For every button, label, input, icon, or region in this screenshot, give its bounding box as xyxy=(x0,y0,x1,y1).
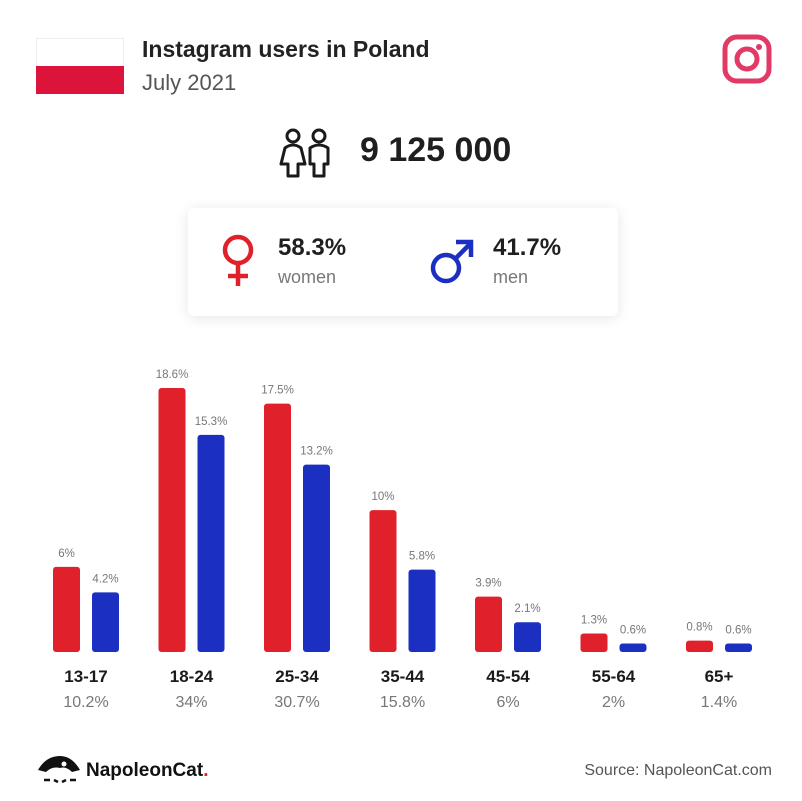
category-label-13-17: 13-17 xyxy=(64,667,107,686)
men-percentage: 41.7% xyxy=(493,234,562,261)
data-label-men-55-64: 0.6% xyxy=(620,624,646,636)
category-total-55-64: 2% xyxy=(602,694,625,711)
data-label-men-18-24: 15.3% xyxy=(195,416,228,428)
men-label: men xyxy=(493,267,529,287)
brand-dot: . xyxy=(203,760,209,781)
bar-men-13-17 xyxy=(92,592,119,652)
gender-split-card: 58.3% women 41.7% men xyxy=(188,208,618,316)
bar-women-13-17 xyxy=(53,566,80,652)
bar-women-45-54 xyxy=(475,596,502,652)
bar-men-45-54 xyxy=(514,622,541,652)
bar-men-55-64 xyxy=(619,643,647,652)
category-label-25-34: 25-34 xyxy=(275,667,319,686)
male-symbol-icon xyxy=(430,239,474,284)
flag-red-stripe xyxy=(36,66,124,94)
category-label-55-64: 55-64 xyxy=(592,667,636,686)
bar-women-25-34 xyxy=(264,403,291,652)
data-label-men-35-44: 5.8% xyxy=(409,551,435,563)
data-label-women-18-24: 18.6% xyxy=(156,369,189,381)
brand-name-text: NapoleonCat xyxy=(86,760,204,781)
bar-men-18-24 xyxy=(197,434,225,652)
data-label-men-45-54: 2.1% xyxy=(514,603,540,615)
bar-men-35-44 xyxy=(408,569,436,652)
data-label-women-45-54: 3.9% xyxy=(475,578,501,590)
women-label: women xyxy=(278,267,337,287)
category-total-35-44: 15.8% xyxy=(380,694,425,711)
data-label-women-35-44: 10% xyxy=(371,491,394,503)
bar-women-55-64 xyxy=(580,633,608,652)
page-title: Instagram users in Poland xyxy=(142,36,430,62)
category-total-25-34: 30.7% xyxy=(274,694,319,711)
poland-flag-icon xyxy=(36,38,124,94)
age-gender-bar-chart: 6% 4.2% 13-17 10.2% 18.6% 15.3% 18-24 34% 17.5% 1… xyxy=(53,369,752,711)
bar-women-65+ xyxy=(686,640,713,652)
category-total-45-54: 6% xyxy=(496,694,519,711)
source-text: Source: NapoleonCat.com xyxy=(584,762,772,779)
data-label-men-13-17: 4.2% xyxy=(92,573,118,585)
category-total-65+: 1.4% xyxy=(701,694,737,711)
category-total-13-17: 10.2% xyxy=(63,694,108,711)
women-percentage: 58.3% xyxy=(278,234,347,261)
data-label-women-13-17: 6% xyxy=(58,548,75,560)
napoleoncat-logo-icon xyxy=(38,756,80,784)
female-symbol-icon xyxy=(222,234,254,286)
data-label-women-55-64: 1.3% xyxy=(581,615,607,627)
bar-women-18-24 xyxy=(158,388,186,652)
category-total-18-24: 34% xyxy=(175,694,207,711)
data-label-women-65+: 0.8% xyxy=(686,622,712,634)
data-label-men-65+: 0.6% xyxy=(725,624,751,636)
category-label-35-44: 35-44 xyxy=(381,667,425,686)
data-label-women-25-34: 17.5% xyxy=(261,385,294,397)
category-label-45-54: 45-54 xyxy=(486,667,530,686)
category-label-18-24: 18-24 xyxy=(170,667,214,686)
brand-name: NapoleonCat. xyxy=(86,760,208,782)
page-subtitle: July 2021 xyxy=(142,70,237,95)
total-users-count: 9 125 000 xyxy=(360,131,512,169)
people-icon xyxy=(279,128,330,178)
bar-men-25-34 xyxy=(303,464,330,652)
data-label-men-25-34: 13.2% xyxy=(300,446,333,458)
bar-women-35-44 xyxy=(369,510,397,652)
category-label-65+: 65+ xyxy=(705,667,734,686)
bar-men-65+ xyxy=(725,643,752,652)
instagram-icon xyxy=(722,34,772,84)
